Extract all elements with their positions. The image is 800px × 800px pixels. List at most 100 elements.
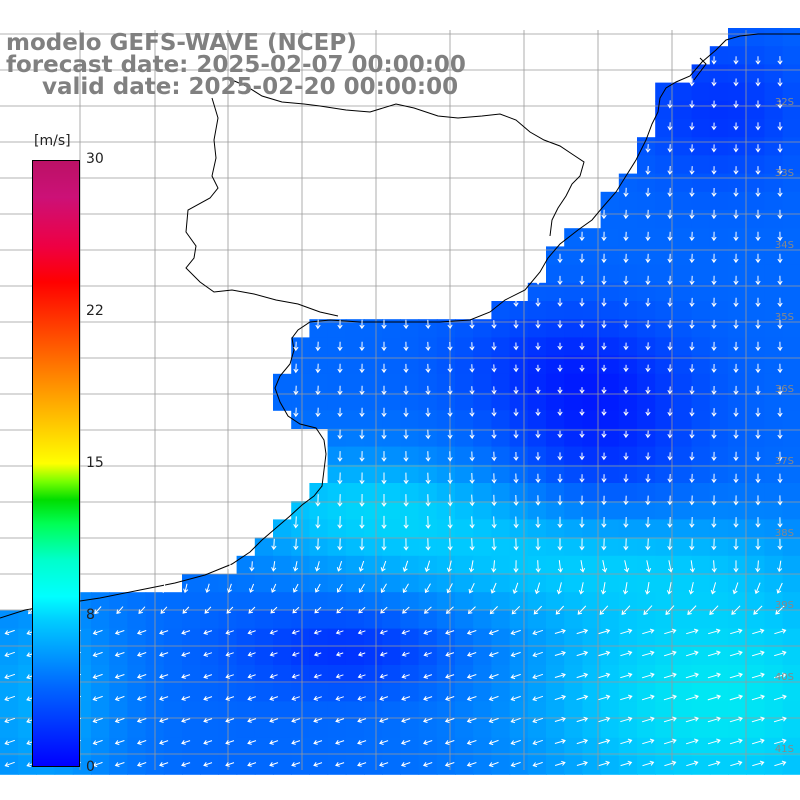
wind-speed-cell bbox=[655, 537, 674, 557]
wind-arrow bbox=[689, 187, 695, 197]
wind-arrow bbox=[579, 365, 585, 372]
wind-speed-cell bbox=[691, 373, 711, 393]
wind-speed-cell bbox=[764, 683, 784, 702]
wind-arrow bbox=[337, 451, 343, 462]
wind-arrow bbox=[733, 100, 739, 109]
wind-speed-cell bbox=[527, 610, 547, 630]
wind-speed-cell bbox=[691, 319, 711, 338]
wind-arrow bbox=[557, 452, 563, 461]
wind-speed-cell bbox=[709, 373, 729, 393]
wind-speed-cell bbox=[345, 337, 365, 357]
wind-speed-cell bbox=[345, 574, 365, 593]
wind-arrow bbox=[645, 386, 651, 395]
wind-arrow bbox=[689, 231, 695, 242]
wind-speed-cell bbox=[764, 264, 784, 284]
wind-speed-cell bbox=[746, 319, 765, 338]
wind-speed-cell bbox=[564, 410, 583, 429]
wind-arrow bbox=[225, 629, 234, 635]
wind-speed-cell bbox=[618, 446, 638, 466]
wind-arrow bbox=[293, 516, 299, 529]
wind-speed-cell bbox=[473, 319, 492, 338]
wind-speed-cell bbox=[182, 719, 201, 739]
wind-arrow bbox=[645, 364, 651, 373]
wind-speed-cell bbox=[655, 100, 674, 120]
wind-speed-cell bbox=[582, 628, 602, 648]
wind-speed-cell bbox=[600, 355, 620, 375]
wind-speed-cell bbox=[564, 519, 583, 539]
wind-speed-cell bbox=[509, 373, 529, 393]
wind-arrow bbox=[663, 650, 677, 657]
wind-arrow bbox=[755, 253, 761, 264]
wind-arrow bbox=[225, 740, 235, 745]
wind-arrow bbox=[513, 430, 519, 439]
wind-arrow bbox=[532, 673, 544, 680]
wind-arrow bbox=[425, 515, 431, 529]
wind-speed-cell bbox=[0, 646, 19, 666]
wind-arrow bbox=[667, 560, 674, 573]
wind-arrow bbox=[491, 429, 497, 439]
wind-arrow bbox=[92, 651, 103, 658]
wind-speed-cell bbox=[564, 592, 583, 611]
wind-arrow bbox=[641, 672, 655, 679]
wind-arrow bbox=[667, 122, 673, 131]
wind-speed-cell bbox=[455, 337, 474, 357]
wind-speed-cell bbox=[564, 355, 583, 375]
wind-arrow bbox=[488, 695, 499, 702]
wind-arrow bbox=[689, 342, 695, 351]
wind-speed-cell bbox=[182, 756, 201, 775]
wind-speed-cell bbox=[637, 719, 656, 739]
wind-speed-cell bbox=[582, 428, 602, 448]
wind-arrow bbox=[777, 100, 783, 109]
wind-arrow bbox=[510, 739, 521, 746]
wind-speed-cell bbox=[673, 610, 693, 630]
wind-speed-cell bbox=[637, 210, 656, 229]
forecast-date: forecast date: 2025-02-07 00:00:00 bbox=[6, 52, 466, 78]
wind-speed-cell bbox=[109, 665, 128, 684]
wind-arrow bbox=[535, 342, 541, 351]
wind-arrow bbox=[557, 495, 563, 506]
wind-arrow bbox=[227, 561, 233, 572]
wind-speed-cell bbox=[527, 319, 547, 338]
wind-arrow bbox=[227, 583, 233, 594]
wind-speed-cell bbox=[163, 610, 183, 630]
wind-speed-cell bbox=[436, 555, 456, 575]
wind-arrow bbox=[4, 695, 16, 702]
wind-speed-cell bbox=[782, 501, 800, 520]
wind-speed-cell bbox=[691, 719, 711, 739]
wind-speed-cell bbox=[582, 337, 602, 357]
wind-arrow bbox=[446, 583, 453, 594]
wind-speed-cell bbox=[746, 355, 765, 375]
wind-speed-cell bbox=[764, 119, 784, 138]
wind-arrow bbox=[313, 762, 323, 767]
wind-arrow bbox=[401, 718, 411, 723]
wind-arrow bbox=[620, 716, 633, 723]
wind-arrow bbox=[623, 342, 629, 351]
wind-arrow bbox=[381, 341, 387, 352]
wind-speed-cell bbox=[782, 282, 800, 302]
wind-arrow bbox=[425, 319, 431, 329]
wind-speed-cell bbox=[291, 592, 310, 611]
wind-speed-cell bbox=[273, 628, 292, 648]
wind-speed-cell bbox=[655, 719, 674, 739]
wind-arrow bbox=[733, 275, 739, 286]
wind-arrow bbox=[733, 144, 739, 153]
wind-speed-cell bbox=[655, 355, 674, 375]
wind-speed-cell bbox=[782, 665, 800, 684]
wind-arrow bbox=[707, 694, 722, 701]
wind-speed-cell bbox=[564, 301, 583, 320]
wind-speed-cell bbox=[673, 264, 693, 284]
wind-arrow bbox=[667, 100, 673, 109]
wind-arrow bbox=[269, 740, 279, 745]
wind-speed-cell bbox=[655, 610, 674, 630]
wind-speed-cell bbox=[728, 592, 747, 611]
wind-arrow bbox=[733, 473, 739, 484]
wind-speed-cell bbox=[618, 410, 638, 429]
wind-arrow bbox=[579, 275, 585, 285]
wind-arrow bbox=[291, 629, 300, 635]
wind-speed-cell bbox=[746, 392, 765, 411]
wind-speed-cell bbox=[509, 301, 529, 320]
wind-speed-cell bbox=[764, 701, 784, 721]
wind-speed-cell bbox=[527, 719, 547, 739]
wind-arrow bbox=[488, 717, 499, 724]
wind-arrow bbox=[490, 582, 497, 594]
